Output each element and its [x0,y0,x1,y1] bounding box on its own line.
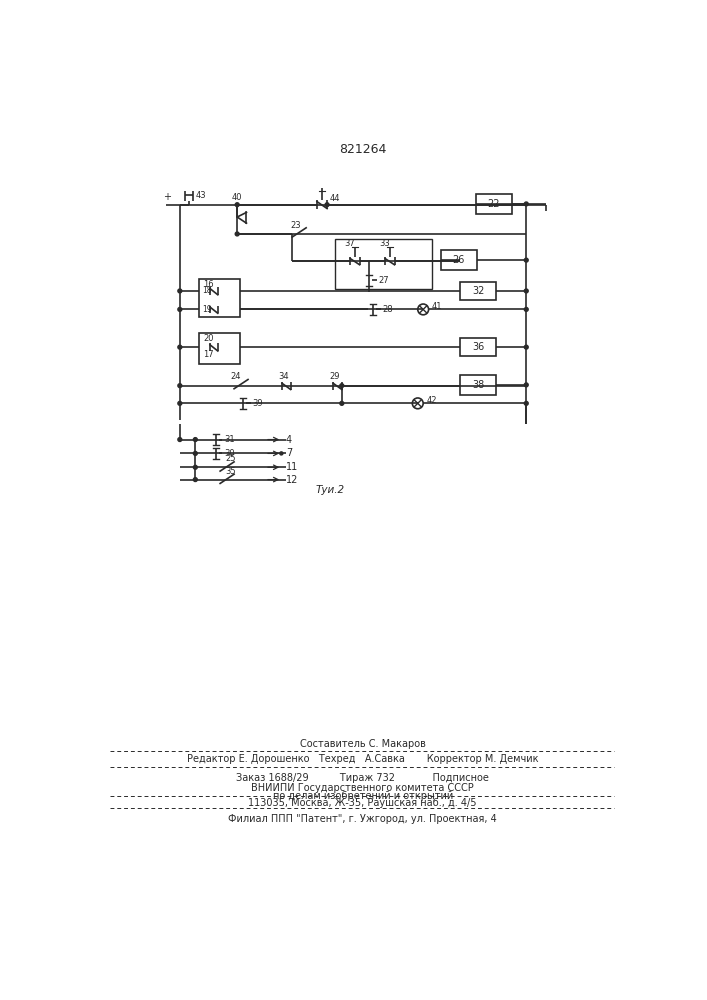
Text: 38: 38 [472,380,484,390]
Text: 32: 32 [472,286,484,296]
Text: 11: 11 [286,462,298,472]
Circle shape [412,398,423,409]
Text: 7: 7 [286,448,292,458]
Text: 113035, Москва, Ж-35, Раушская наб., д. 4/5: 113035, Москва, Ж-35, Раушская наб., д. … [248,798,477,808]
Text: 44: 44 [329,194,340,203]
Bar [476,194,512,214]
Circle shape [525,307,528,311]
Circle shape [325,203,329,207]
Text: +: + [163,192,171,202]
Circle shape [194,438,197,441]
Circle shape [235,232,239,236]
Text: 12: 12 [286,475,298,485]
Bar [460,375,496,395]
Text: 22: 22 [487,199,500,209]
Circle shape [235,203,239,207]
Circle shape [194,451,197,455]
Text: 24: 24 [230,372,241,381]
Text: 25: 25 [225,454,235,463]
Circle shape [280,452,283,455]
Bar [441,250,477,270]
Text: 40: 40 [232,192,243,202]
Circle shape [178,345,182,349]
Circle shape [178,384,182,388]
Text: 31: 31 [224,435,235,444]
Circle shape [525,401,528,405]
Circle shape [525,202,528,206]
Text: 26: 26 [452,255,465,265]
Circle shape [525,289,528,293]
Circle shape [178,289,182,293]
Text: Филиал ППП "Патент", г. Ужгород, ул. Проектная, 4: Филиал ППП "Патент", г. Ужгород, ул. Про… [228,814,497,824]
Bar [335,239,432,289]
Circle shape [194,465,197,469]
Bar [460,338,496,356]
Circle shape [340,384,344,388]
Text: Редактор Е. Дорошенко   Техред   А.Савка       Корректор М. Демчик: Редактор Е. Дорошенко Техред А.Савка Кор… [187,754,539,764]
Circle shape [178,401,182,405]
Text: 42: 42 [426,396,437,405]
Text: 36: 36 [472,342,484,352]
Text: 35: 35 [225,467,235,476]
Text: 34: 34 [279,372,289,381]
Text: 821264: 821264 [339,143,387,156]
Circle shape [178,307,182,311]
Text: 43: 43 [196,191,206,200]
Text: 23: 23 [290,221,300,230]
Text: 37: 37 [344,239,355,248]
Circle shape [458,259,462,263]
Circle shape [418,304,428,315]
Text: 28: 28 [382,305,392,314]
Text: 29: 29 [329,372,340,381]
Circle shape [525,258,528,262]
Text: по делам изобретений и открытий: по делам изобретений и открытий [273,791,453,801]
Text: 33: 33 [379,239,390,248]
Text: Заказ 1688/29          Тираж 732            Подписное: Заказ 1688/29 Тираж 732 Подписное [236,773,489,783]
Circle shape [178,438,182,441]
Circle shape [194,478,197,482]
Text: 18: 18 [202,286,212,295]
Text: Составитель С. Макаров: Составитель С. Макаров [300,739,426,749]
Text: ВНИИПИ Государственного комитета СССР: ВНИИПИ Государственного комитета СССР [252,783,474,793]
Circle shape [340,401,344,405]
Circle shape [525,345,528,349]
Text: 19: 19 [202,305,212,314]
Text: 27: 27 [378,276,389,285]
Circle shape [525,383,528,387]
Text: 17: 17 [203,350,214,359]
Text: 41: 41 [432,302,442,311]
Text: 30: 30 [224,449,235,458]
Text: 39: 39 [252,399,263,408]
Text: 4: 4 [286,435,292,445]
Text: Τуи.2: Τуи.2 [315,485,345,495]
Text: 20: 20 [203,334,214,343]
Text: 16: 16 [203,280,214,289]
Bar [460,282,496,300]
Bar [199,333,240,364]
Bar [199,279,240,317]
